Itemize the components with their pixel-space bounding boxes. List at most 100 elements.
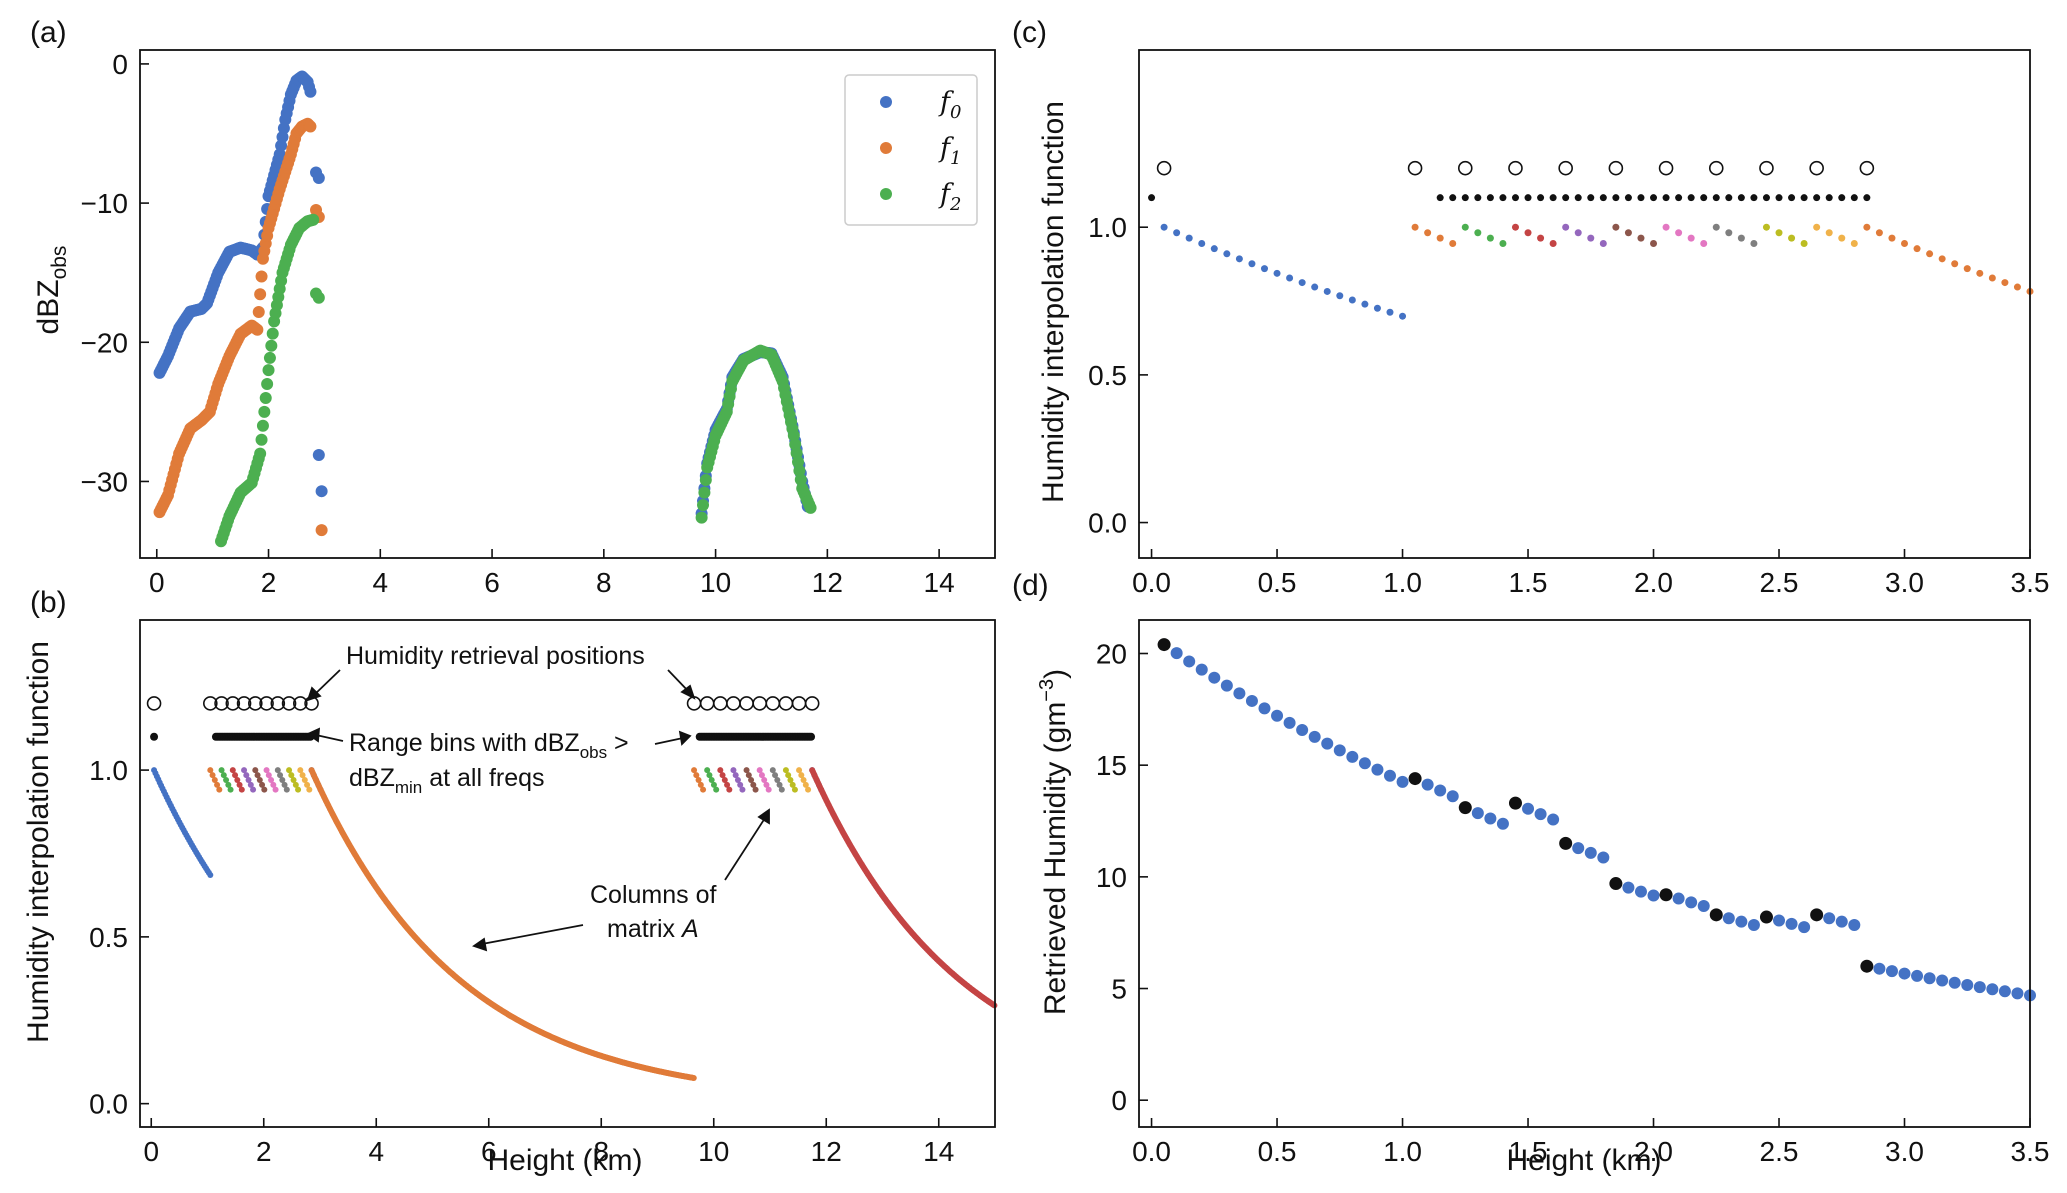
x-tick-label: 2 bbox=[256, 1136, 272, 1167]
matrix-column-point bbox=[1612, 223, 1620, 231]
matrix-column-point bbox=[1511, 223, 1519, 231]
matrix-column-point bbox=[225, 781, 232, 788]
humidity-profile-point bbox=[2011, 987, 2024, 1000]
range-bin-marker bbox=[1813, 194, 1821, 202]
matrix-column-point bbox=[706, 772, 713, 779]
data-point-f2 bbox=[262, 364, 275, 377]
matrix-column-point bbox=[1913, 245, 1921, 253]
matrix-column-point bbox=[1599, 239, 1607, 247]
humidity-profile-point bbox=[1220, 679, 1233, 692]
retrieved-humidity-point bbox=[1709, 908, 1723, 922]
humidity-profile-point bbox=[1333, 744, 1346, 757]
humidity-profile-point bbox=[1747, 919, 1760, 932]
range-bin-marker bbox=[1850, 194, 1858, 202]
matrix-column-point bbox=[798, 772, 805, 779]
matrix-column-point bbox=[2001, 279, 2009, 287]
matrix-column-point bbox=[1424, 229, 1432, 237]
x-tick-label: 3.5 bbox=[2011, 567, 2050, 598]
data-point-f2 bbox=[794, 473, 807, 486]
retrieval-position-marker bbox=[236, 696, 252, 711]
matrix-column-point bbox=[1185, 234, 1193, 242]
matrix-column-point bbox=[737, 781, 744, 788]
matrix-column-point bbox=[1825, 229, 1833, 237]
humidity-profile-point bbox=[1835, 915, 1848, 928]
matrix-column-point bbox=[297, 767, 304, 774]
data-point-f0 bbox=[312, 172, 325, 185]
x-tick-label: 6 bbox=[484, 567, 500, 598]
matrix-column-point bbox=[1173, 229, 1181, 237]
matrix-column-point bbox=[1737, 234, 1745, 242]
x-tick-label: 12 bbox=[811, 1136, 842, 1167]
data-point-f0 bbox=[304, 85, 317, 98]
retrieved-humidity-point bbox=[1609, 877, 1623, 891]
x-tick-label: 4 bbox=[373, 567, 389, 598]
humidity-profile-point bbox=[1986, 983, 1999, 996]
matrix-column-point bbox=[1976, 269, 1984, 277]
y-tick-label: 20 bbox=[1096, 639, 1127, 670]
matrix-column-point bbox=[778, 786, 785, 793]
x-tick-label: 1.5 bbox=[1509, 1136, 1548, 1167]
matrix-column-point bbox=[1700, 239, 1708, 247]
matrix-column-point bbox=[1336, 292, 1344, 300]
matrix-column-point bbox=[1888, 234, 1896, 242]
humidity-profile-point bbox=[1195, 663, 1208, 676]
matrix-column-point bbox=[1938, 255, 1946, 263]
matrix-column-point bbox=[306, 786, 313, 793]
range-bin-marker bbox=[1725, 194, 1733, 202]
humidity-profile-point bbox=[1371, 763, 1384, 776]
matrix-column-point bbox=[272, 786, 279, 793]
retrieved-humidity-point bbox=[1659, 888, 1673, 902]
matrix-column-point bbox=[732, 772, 739, 779]
range-bin-marker bbox=[1474, 194, 1482, 202]
matrix-column-point bbox=[765, 786, 772, 793]
humidity-profile-point bbox=[1258, 702, 1271, 715]
range-bin-marker bbox=[1662, 194, 1670, 202]
y-tick-label: −20 bbox=[81, 327, 129, 358]
matrix-column-point bbox=[254, 772, 261, 779]
humidity-profile-point bbox=[1421, 778, 1434, 791]
matrix-column-point bbox=[207, 767, 214, 774]
matrix-column-point bbox=[265, 772, 272, 779]
matrix-column-point bbox=[227, 786, 234, 793]
y-tick-label: 1.0 bbox=[1088, 212, 1127, 243]
arrow-columns-up bbox=[724, 817, 766, 881]
x-tick-label: 8 bbox=[593, 1136, 609, 1167]
matrix-column-point bbox=[802, 781, 809, 788]
panel-a-frame bbox=[139, 49, 996, 559]
matrix-column-point bbox=[1160, 223, 1168, 231]
matrix-column-point bbox=[774, 777, 781, 784]
arrow-range-right bbox=[654, 737, 684, 745]
matrix-column-point bbox=[1788, 234, 1796, 242]
humidity-profile-point bbox=[1973, 981, 1986, 994]
matrix-column-point bbox=[288, 772, 295, 779]
matrix-column-point bbox=[234, 777, 241, 784]
matrix-column-point bbox=[748, 777, 755, 784]
matrix-column-point bbox=[263, 767, 270, 774]
matrix-column-point bbox=[1537, 234, 1545, 242]
range-bin-marker bbox=[1624, 194, 1632, 202]
y-tick-label: 0 bbox=[112, 49, 128, 80]
range-bin-marker bbox=[1863, 194, 1871, 202]
legend-marker-f1 bbox=[880, 142, 892, 154]
matrix-column-point bbox=[782, 767, 789, 774]
y-tick-label: 0.0 bbox=[1088, 508, 1127, 539]
matrix-column-point bbox=[1524, 229, 1532, 237]
matrix-column-point bbox=[304, 781, 311, 788]
panel-label-b: (b) bbox=[30, 586, 67, 619]
range-bin-marker bbox=[1800, 194, 1808, 202]
x-tick-label: 2.0 bbox=[1634, 1136, 1673, 1167]
retrieval-position-marker bbox=[778, 696, 794, 711]
data-point-f2 bbox=[261, 378, 274, 391]
matrix-column-point bbox=[730, 767, 737, 774]
retrieval-position-marker bbox=[225, 696, 241, 711]
matrix-column-point bbox=[1712, 223, 1720, 231]
data-point-f1 bbox=[304, 120, 317, 133]
range-bin-marker bbox=[1499, 194, 1507, 202]
arrow-columns-left bbox=[481, 924, 584, 945]
matrix-column-point bbox=[274, 767, 281, 774]
legend-marker-f0 bbox=[880, 96, 892, 108]
x-tick-label: 1.5 bbox=[1509, 567, 1548, 598]
range-bin-marker bbox=[1700, 194, 1708, 202]
matrix-column-point bbox=[270, 781, 277, 788]
matrix-column-point bbox=[214, 781, 221, 788]
